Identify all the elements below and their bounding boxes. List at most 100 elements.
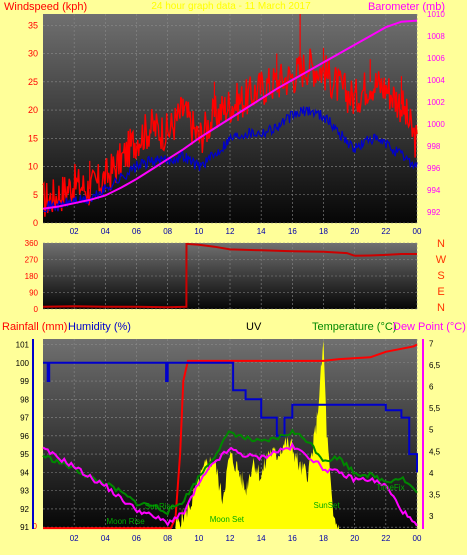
time-tick-label: 18 (319, 227, 328, 236)
barometer-axis-ticks: 992 994 996 998 1000 1002 1004 1006 1008 1010 (427, 10, 445, 217)
barometer-tick-label: 992 (427, 208, 441, 217)
direction-tick-label: 90 (29, 289, 38, 298)
humidity-tick-label: 91 (20, 523, 29, 532)
dewpoint-label: Dew Point (°C) (393, 321, 466, 333)
temperature-axis-ticks: 3 3,5 4 4,5 5 5,5 6 6,5 7 (422, 339, 441, 529)
average-line (42, 106, 418, 213)
annotation-label: TimeFix (376, 483, 404, 492)
dew-point-line (42, 442, 418, 527)
humidity-tick-label: 100 (16, 359, 30, 368)
temperature-tick-label: 4 (429, 469, 434, 478)
time-tick-label: 00 (413, 227, 422, 236)
windspeed-tick-label: 0 (33, 218, 38, 228)
time-tick-label: 10 (194, 534, 203, 543)
humidity-tick-label: 98 (20, 395, 29, 404)
time-tick-label: 14 (257, 534, 266, 543)
wind-series (42, 14, 418, 217)
time-tick-label: 16 (288, 534, 297, 543)
humidity-line (43, 361, 418, 473)
compass-label: N (437, 238, 445, 250)
humidity-tick-label: 94 (20, 468, 29, 477)
humidity-tick-label: 101 (16, 340, 30, 349)
direction-tick-label: 0 (34, 305, 39, 314)
rainfall-label: Rainfall (mm) (2, 321, 67, 333)
time-tick-label: 04 (101, 227, 110, 236)
time-tick-label: 04 (101, 534, 110, 543)
windspeed-tick-label: 10 (28, 162, 38, 172)
windspeed-line (42, 48, 418, 217)
time-tick-label: 10 (194, 227, 203, 236)
wind-direction-line (42, 242, 417, 309)
compass-label: W (436, 254, 447, 266)
temperature-tick-label: 6,5 (429, 361, 441, 370)
barometer-tick-label: 1010 (427, 10, 445, 19)
barometer-tick-label: 996 (427, 164, 441, 173)
time-tick-label: 12 (226, 534, 235, 543)
climate-series (42, 340, 418, 530)
temperature-tick-label: 3 (429, 512, 434, 521)
time-tick-label: 00 (413, 534, 422, 543)
barometer-tick-label: 1002 (427, 98, 445, 107)
time-tick-label: 20 (350, 227, 359, 236)
uv-label: UV (246, 321, 262, 333)
windspeed-axis-label: Windspeed (kph) (4, 1, 87, 13)
windspeed-tick-label: 30 (28, 49, 38, 59)
annotation-label: Moon Set (210, 515, 245, 524)
direction-tick-label: 360 (25, 239, 39, 248)
uv-area (175, 340, 340, 529)
temperature-tick-label: 6 (429, 383, 434, 392)
time-tick-label: 22 (381, 227, 390, 236)
climate-time-axis-ticks: 02 04 06 08 10 12 14 16 18 20 22 00 (70, 534, 422, 543)
humidity-tick-label: 99 (20, 377, 29, 386)
direction-tick-label: 180 (25, 272, 39, 281)
time-tick-label: 12 (226, 227, 235, 236)
annotation-label: Moon Rise (106, 517, 145, 526)
temperature-tick-label: 3,5 (429, 490, 441, 499)
humidity-label: Humidity (%) (68, 321, 131, 333)
direction-grid (43, 242, 418, 310)
annotation-label: SunRise (145, 502, 176, 511)
time-tick-label: 08 (163, 534, 172, 543)
direction-axis-ticks: 0 90 180 270 360 (25, 239, 39, 314)
humidity-tick-label: 96 (20, 432, 29, 441)
temperature-tick-label: 4,5 (429, 447, 441, 456)
time-tick-label: 02 (70, 227, 79, 236)
annotation-label: SunSet (313, 501, 340, 510)
humidity-tick-label: 97 (20, 414, 29, 423)
wind-time-axis-ticks: 02 04 06 08 10 12 14 16 18 20 22 00 (70, 227, 422, 236)
humidity-tick-label: 92 (20, 505, 29, 514)
compass-label: N (437, 302, 445, 314)
time-tick-label: 02 (70, 534, 79, 543)
time-tick-label: 16 (288, 227, 297, 236)
windspeed-tick-label: 25 (28, 77, 38, 87)
time-tick-label: 08 (163, 227, 172, 236)
direction-tick-label: 270 (25, 256, 39, 265)
time-tick-label: 22 (381, 534, 390, 543)
barometer-tick-label: 998 (427, 142, 441, 151)
windspeed-tick-label: 15 (28, 133, 38, 143)
barometer-axis-label: Barometer (mb) (368, 1, 445, 13)
time-tick-label: 14 (257, 227, 266, 236)
humidity-tick-label: 93 (20, 487, 29, 496)
time-tick-label: 20 (350, 534, 359, 543)
barometer-tick-label: 994 (427, 186, 441, 195)
barometer-line (42, 19, 418, 210)
windspeed-tick-label: 5 (33, 190, 38, 200)
time-tick-label: 06 (132, 227, 141, 236)
barometer-tick-label: 1006 (427, 54, 445, 63)
temperature-tick-label: 5 (429, 426, 434, 435)
time-tick-label: 18 (319, 534, 328, 543)
temperature-tick-label: 5,5 (429, 404, 441, 413)
windspeed-axis-ticks: 0 5 10 15 20 25 30 35 (28, 20, 38, 228)
barometer-tick-label: 1004 (427, 76, 445, 85)
temperature-tick-label: 7 (429, 339, 434, 348)
humidity-tick-label: 95 (20, 450, 29, 459)
temperature-label: Temperature (°C) (312, 321, 396, 333)
barometer-tick-label: 1000 (427, 120, 445, 129)
humidity-axis-ticks: 91 92 93 94 95 96 97 98 99 100 101 0 (16, 339, 38, 532)
